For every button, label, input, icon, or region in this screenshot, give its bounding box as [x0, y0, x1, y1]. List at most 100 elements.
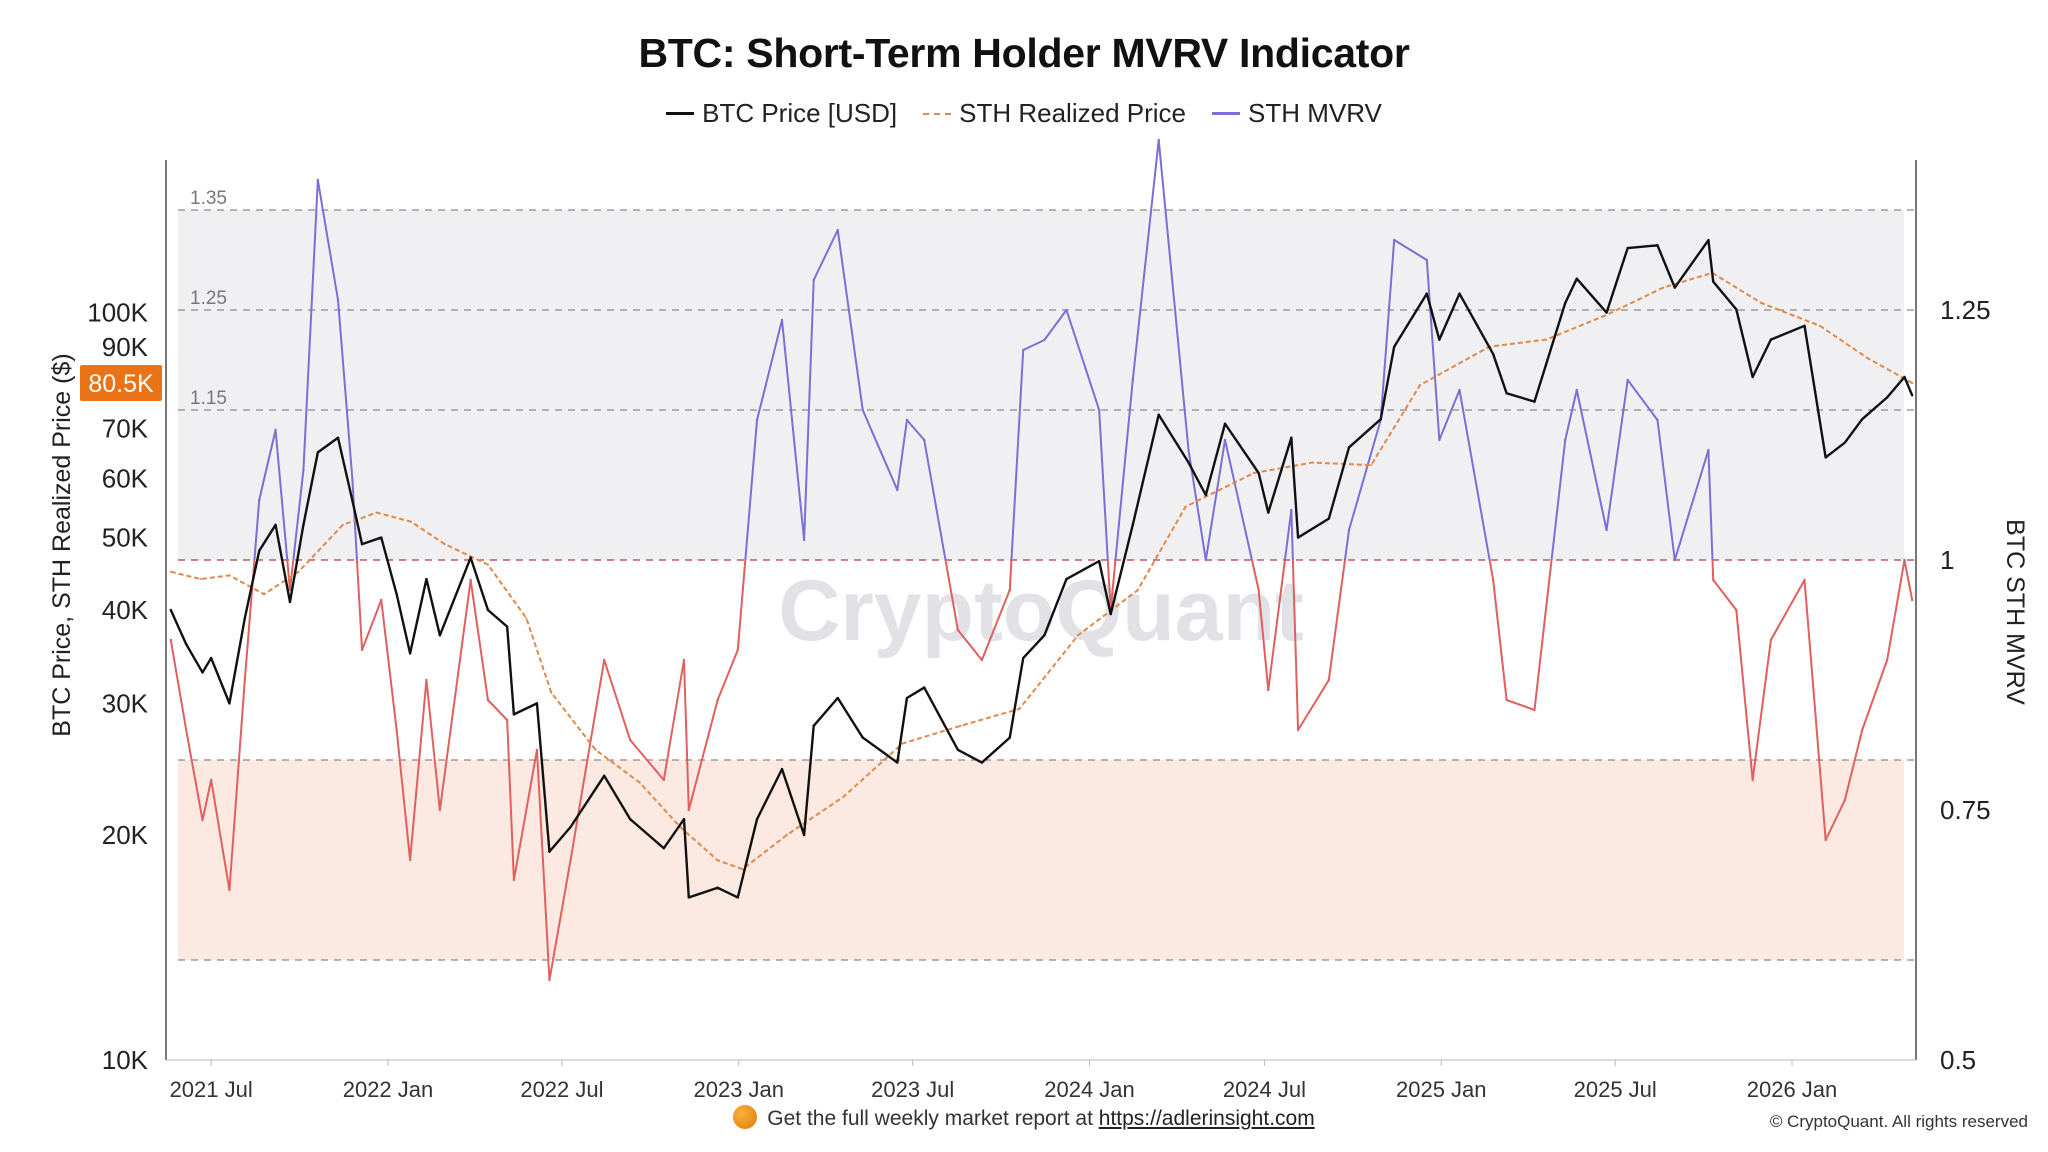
- btc-price-point-57: [1290, 436, 1293, 439]
- mvrv-segment-4: [228, 679, 246, 891]
- mvrv-segment-69: [1291, 559, 1300, 731]
- mvrv-segment-74: [1379, 239, 1396, 421]
- mvrv-point-85: [1903, 558, 1906, 562]
- btc-price-point-5: [243, 617, 247, 620]
- btc-price-point-37: [836, 696, 839, 700]
- btc-price-point-33: [755, 817, 759, 821]
- mvrv-segment-66: [1267, 559, 1286, 691]
- mvrv-point-19: [469, 578, 472, 582]
- mvrv-point-44: [1008, 588, 1011, 592]
- sth-realized-price-point-25: [1252, 472, 1255, 475]
- mvrv-segment-26: [512, 749, 538, 881]
- btc-price-point-13: [360, 542, 364, 546]
- footer-link[interactable]: https://adlerinsight.com: [1098, 1107, 1315, 1130]
- mvrv-point-5: [243, 678, 247, 682]
- btc-price-point-14: [380, 536, 383, 539]
- mvrv-segment-7: [258, 429, 277, 501]
- btc-price-point-83: [1860, 418, 1864, 421]
- left-tick-label-6: 70K: [102, 413, 149, 443]
- btc-price-point-63: [1425, 292, 1429, 295]
- reference-line-label-0: 1.35: [190, 188, 227, 209]
- btc-price-point-62: [1392, 345, 1396, 348]
- mvrv-segment-83: [1550, 439, 1567, 561]
- mvrv-segment-17: [361, 599, 383, 651]
- mvrv-point-40: [905, 418, 909, 422]
- mvrv-point-38: [861, 408, 864, 412]
- btc-price-point-15: [395, 592, 398, 596]
- mvrv-segment-35: [716, 649, 739, 701]
- mvrv-segment-70: [1297, 679, 1330, 731]
- sth-realized-price-point-12: [594, 748, 597, 751]
- mvrv-point-66: [1491, 578, 1495, 582]
- mvrv-segment-22: [438, 579, 472, 811]
- mvrv-point-69: [1564, 438, 1567, 442]
- sth-realized-price-point-36: [1865, 356, 1868, 359]
- mvrv-segment-33: [682, 659, 690, 811]
- mvrv-point-4: [228, 888, 231, 892]
- mvrv-point-51: [1157, 138, 1160, 142]
- left-tick-label-0: 10K: [102, 1045, 149, 1075]
- mvrv-point-42: [956, 628, 960, 632]
- mvrv-segment-81: [1506, 699, 1535, 711]
- x-tick-label-6: 2024 Jul: [1223, 1077, 1306, 1102]
- mvrv-segment-49: [980, 589, 1011, 661]
- mvrv-segment-27: [535, 749, 551, 981]
- mvrv-segment-20: [409, 679, 428, 861]
- mvrv-point-78: [1751, 778, 1754, 782]
- legend-item-sth-realized-price[interactable]: STH Realized Price: [923, 98, 1186, 129]
- sth-realized-price-point-0: [169, 570, 172, 573]
- mvrv-segment-3: [210, 779, 231, 891]
- mvrv-segment-98: [1843, 729, 1864, 801]
- sth-realized-price-point-1: [199, 578, 202, 581]
- mvrv-point-56: [1267, 688, 1270, 692]
- mvrv-point-13: [360, 648, 364, 652]
- mvrv-segment-40: [803, 279, 815, 541]
- mvrv-point-11: [336, 298, 340, 302]
- mvrv-segment-92: [1712, 579, 1738, 611]
- btc-price-point-25: [569, 825, 572, 829]
- reference-line-label-2: 1.15: [190, 388, 227, 409]
- mvrv-segment-14: [337, 299, 354, 481]
- mvrv-segment-45: [906, 419, 925, 441]
- btc-price-point-80: [1803, 324, 1806, 328]
- mvrv-segment-41: [812, 229, 839, 281]
- mvrv-point-0: [169, 638, 173, 642]
- sth-realized-price-point-20: [959, 724, 962, 727]
- mvrv-segment-97: [1824, 799, 1846, 841]
- mvrv-segment-43: [861, 409, 899, 491]
- mvrv-point-73: [1656, 418, 1659, 422]
- btc-price-point-26: [603, 774, 606, 778]
- mvrv-point-82: [1843, 798, 1847, 802]
- left-axis-title: BTC Price, STH Realized Price ($): [48, 353, 76, 736]
- mvrv-point-57: [1290, 508, 1293, 512]
- mvrv-point-20: [486, 698, 490, 702]
- btc-price-point-52: [1187, 461, 1190, 464]
- legend-item-sth-mvrv[interactable]: STH MVRV: [1212, 98, 1382, 129]
- sth-realized-price-point-27: [1370, 464, 1373, 467]
- btc-price-point-61: [1379, 418, 1382, 421]
- sth-realized-price-point-34: [1760, 301, 1763, 304]
- mvrv-segment-65: [1257, 589, 1270, 691]
- mvrv-segment-46: [923, 439, 947, 561]
- footer: Get the full weekly market report at htt…: [0, 1105, 2048, 1131]
- right-tick-label-1: 0.75: [1940, 795, 1991, 825]
- sth-realized-price-point-15: [716, 859, 719, 862]
- mvrv-point-27: [628, 738, 632, 742]
- btc-price-point-84: [1885, 396, 1889, 399]
- mvrv-point-46: [1043, 338, 1046, 342]
- mvrv-point-32: [736, 648, 740, 652]
- legend-item-btc-price[interactable]: BTC Price [USD]: [666, 98, 897, 129]
- mvrv-segment-71: [1327, 559, 1346, 681]
- mvrv-point-9: [302, 468, 305, 472]
- btc-price-point-56: [1267, 511, 1270, 514]
- sth-realized-price-point-17: [785, 834, 788, 836]
- btc-price-point-41: [923, 686, 926, 689]
- left-tick-label-1: 20K: [102, 820, 149, 850]
- btc-price-point-79: [1769, 338, 1773, 341]
- btc-price-point-73: [1656, 244, 1659, 247]
- btc-price-point-29: [682, 817, 686, 821]
- x-tick-label-9: 2026 Jan: [1747, 1077, 1838, 1102]
- mvrv-point-47: [1065, 308, 1068, 312]
- btc-price-point-42: [956, 748, 960, 752]
- mvrv-segment-94: [1751, 639, 1772, 781]
